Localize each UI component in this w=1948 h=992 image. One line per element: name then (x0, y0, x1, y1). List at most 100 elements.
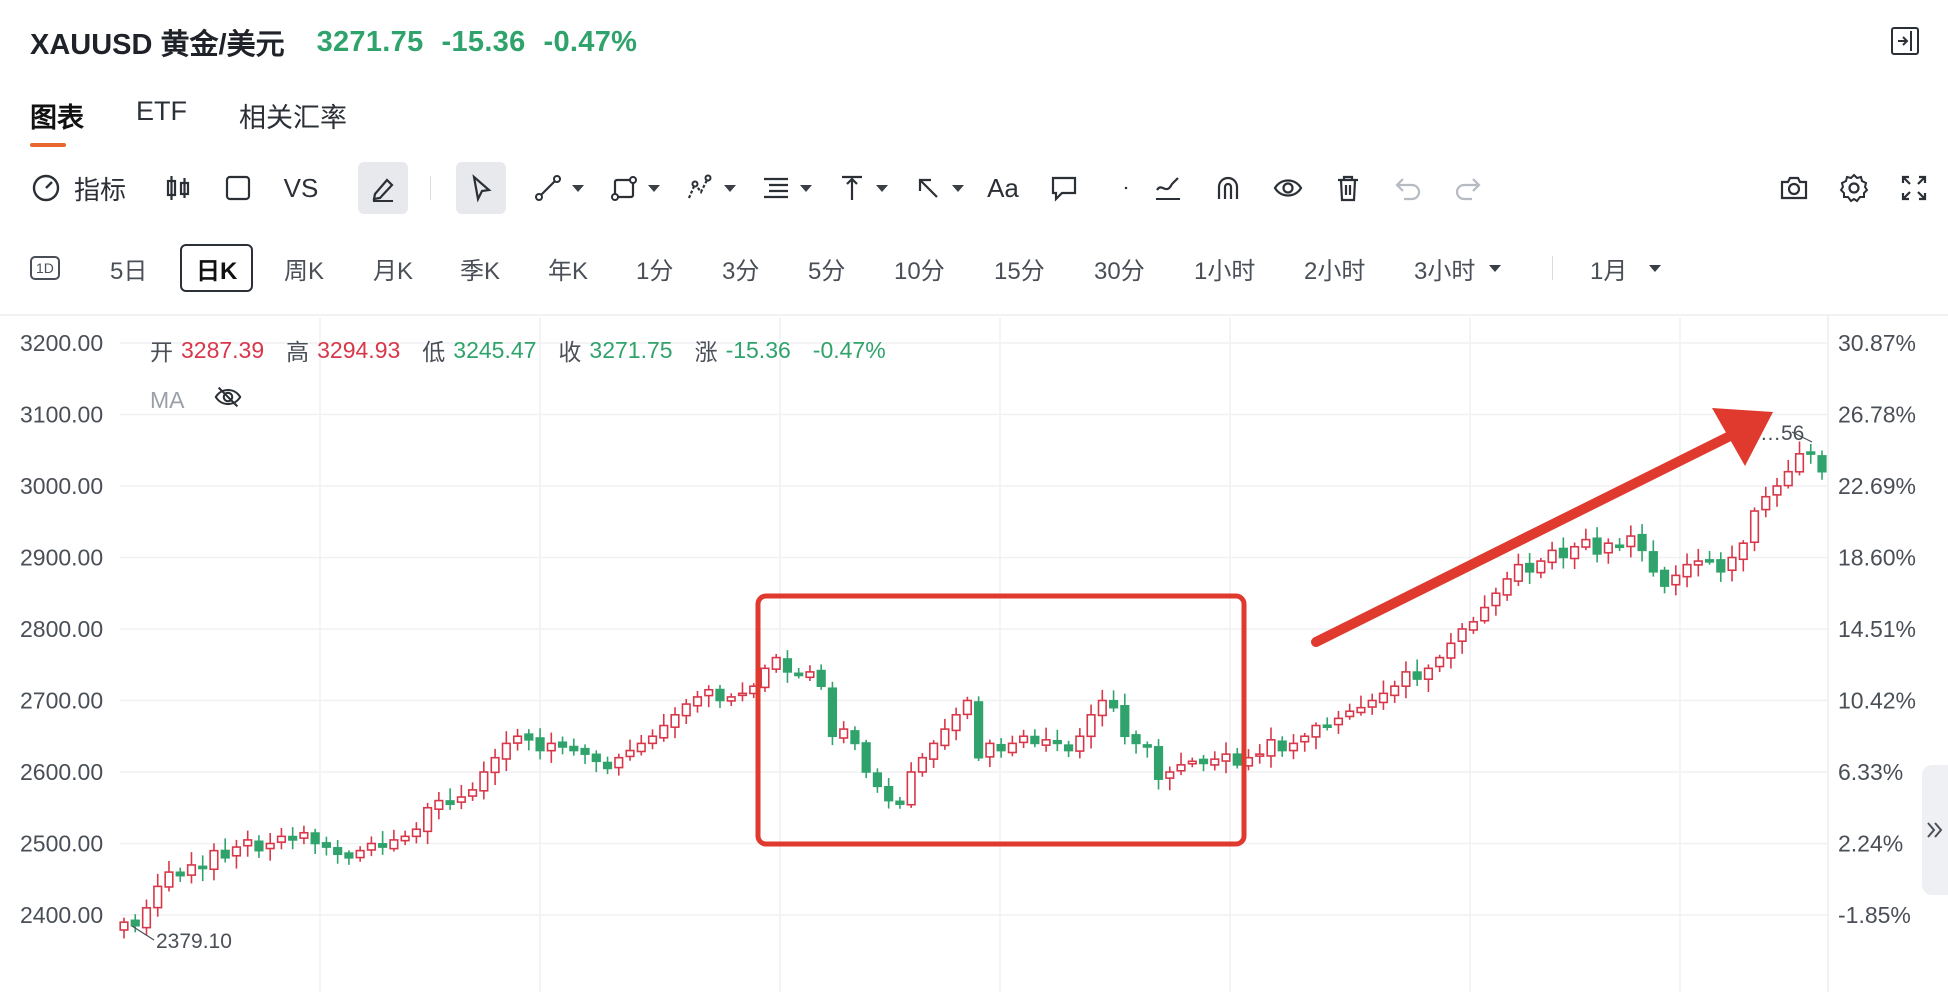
pencil-icon (372, 178, 394, 202)
redo-icon (1455, 178, 1481, 201)
draw-mode-button[interactable] (358, 162, 408, 214)
camera-icon (1780, 176, 1808, 200)
period-15min[interactable]: 15分 (994, 257, 1045, 285)
period-bar: 1D 5日 日K 周K 月K 季K 年K 1分 3分 5分 10分 15分 30… (28, 244, 1928, 296)
trend-arrow-shaft (1311, 431, 1735, 647)
candle-body (299, 831, 309, 839)
period-daily[interactable]: 日K (180, 244, 254, 292)
period-monthly[interactable]: 月K (373, 257, 414, 285)
expand-side-panel-button[interactable] (1922, 765, 1948, 895)
fib-icon (764, 177, 788, 199)
fullscreen-icon (1901, 175, 1927, 201)
screenshot-button[interactable] (1772, 162, 1816, 214)
ma-label: MA (150, 386, 185, 413)
y-axis-left-tick: 2400.00 (20, 902, 103, 928)
y-axis-left-tick: 2500.00 (20, 831, 103, 857)
layout-button[interactable] (218, 162, 258, 214)
dot-tool[interactable] (1116, 162, 1136, 214)
period-3h-dropdown[interactable]: 3小时 (1414, 244, 1502, 292)
comment-tool[interactable] (1042, 162, 1086, 214)
period-2h[interactable]: 2小时 (1304, 257, 1366, 285)
pattern-tool[interactable] (678, 162, 742, 214)
fibonacci-tool[interactable] (754, 162, 818, 214)
tab-related-fx[interactable]: 相关汇率 (239, 103, 347, 133)
candle-body (884, 785, 894, 802)
price-chart[interactable]: 3200.00 30.87% 3100.00 26.78% 3000.00 22.69% 2… (0, 310, 1948, 992)
settings-button[interactable] (1832, 162, 1876, 214)
cursor-tool[interactable] (456, 162, 506, 214)
period-1h[interactable]: 1小时 (1194, 257, 1256, 285)
gauge-icon (32, 174, 60, 202)
candle-body (951, 713, 961, 732)
max-price-leader (1791, 431, 1813, 443)
candle-body (1131, 734, 1141, 745)
candle-body (1772, 485, 1782, 496)
interval-badge[interactable]: 1D (30, 244, 60, 292)
candle-body (580, 747, 590, 755)
period-quarterly[interactable]: 季K (460, 257, 501, 285)
candle-body (243, 839, 253, 847)
measure-tool[interactable] (830, 162, 894, 214)
y-axis-right-tick: 14.51% (1838, 616, 1916, 642)
redo-button[interactable] (1446, 162, 1490, 214)
line-tool[interactable] (526, 162, 590, 214)
candle-body (726, 696, 736, 702)
collapse-panel-icon[interactable] (1890, 26, 1920, 56)
cursor-icon (472, 174, 492, 203)
candle-body (996, 743, 1006, 752)
candle-body (771, 656, 781, 670)
delete-drawings-button[interactable] (1326, 162, 1370, 214)
candle-body (715, 688, 725, 702)
candle-body (411, 828, 421, 838)
candle-body (1198, 758, 1209, 765)
magnet-tool[interactable] (1206, 162, 1250, 214)
candle-body (839, 728, 849, 739)
candle-body (1525, 562, 1535, 573)
candle-body (1626, 535, 1636, 548)
candle-body (625, 749, 635, 758)
candle-body (467, 789, 478, 797)
period-30min[interactable]: 30分 (1094, 257, 1145, 285)
candle-body (344, 852, 354, 859)
text-tool[interactable]: Aa (978, 162, 1028, 214)
candle-body (490, 756, 500, 774)
compare-button[interactable]: VS (276, 162, 326, 214)
ma-visibility-toggle[interactable] (213, 382, 243, 418)
min-price-label: 2379.10 (156, 930, 232, 953)
y-axis-left-tick: 3000.00 (20, 473, 103, 499)
candle-body (378, 843, 388, 848)
candle-body (321, 842, 332, 848)
last-price: 3271.75 (316, 25, 424, 58)
candle-body (906, 771, 916, 806)
visibility-toggle[interactable] (1266, 162, 1310, 214)
arrow-tool[interactable] (906, 162, 970, 214)
fullscreen-button[interactable] (1892, 162, 1936, 214)
period-yearly[interactable]: 年K (548, 257, 589, 285)
candle-body (501, 742, 511, 760)
period-5d[interactable]: 5日 (110, 257, 148, 285)
candle-body (962, 699, 972, 716)
tab-etf[interactable]: ETF (136, 96, 187, 126)
period-5min[interactable]: 5分 (808, 257, 846, 285)
candle-body (1761, 495, 1771, 511)
indicators-button[interactable]: 指标 (28, 162, 128, 214)
candle-body (850, 730, 860, 745)
candle-body (254, 840, 264, 852)
dot-icon (1124, 186, 1128, 190)
comment-icon (1051, 176, 1077, 202)
period-weekly[interactable]: 周K (284, 257, 325, 285)
indicators-label: 指标 (73, 174, 126, 205)
candle-body (130, 919, 140, 927)
brush-tool[interactable] (1146, 162, 1190, 214)
brush-icon (1156, 177, 1180, 200)
period-10min[interactable]: 10分 (894, 257, 945, 285)
trend-arrow-head (1712, 408, 1773, 466)
chart-type-button[interactable] (158, 162, 198, 214)
tab-chart[interactable]: 图表 (30, 96, 84, 147)
period-3min[interactable]: 3分 (722, 257, 760, 285)
shape-tool[interactable] (602, 162, 666, 214)
period-1min[interactable]: 1分 (636, 257, 674, 285)
undo-button[interactable] (1386, 162, 1430, 214)
range-dropdown[interactable]: 1月 (1590, 244, 1662, 292)
y-axis-right-tick: 26.78% (1838, 402, 1916, 428)
